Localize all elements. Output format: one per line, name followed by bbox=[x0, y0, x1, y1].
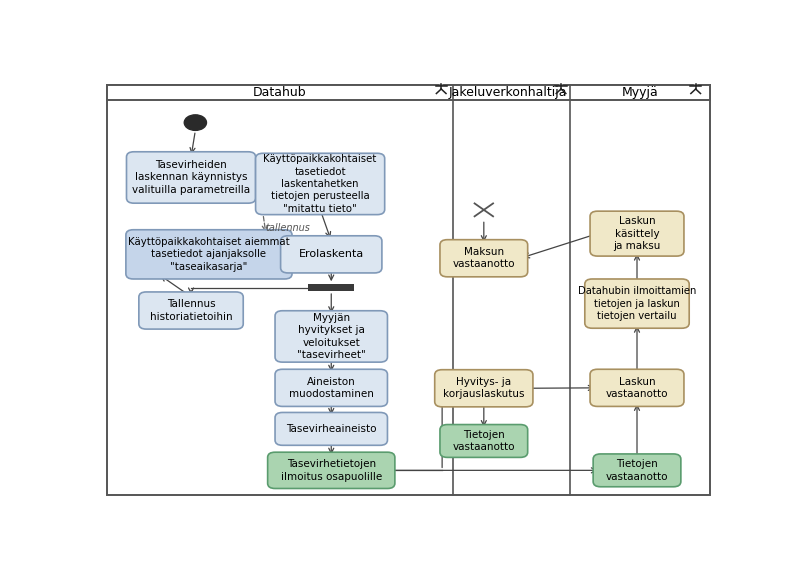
Text: Tasevirheaineisto: Tasevirheaineisto bbox=[286, 424, 376, 434]
FancyBboxPatch shape bbox=[256, 153, 385, 215]
FancyBboxPatch shape bbox=[590, 369, 684, 406]
Text: Erolaskenta: Erolaskenta bbox=[299, 249, 364, 259]
Circle shape bbox=[556, 77, 565, 84]
FancyBboxPatch shape bbox=[139, 292, 243, 329]
Text: Laskun
käsittely
ja maksu: Laskun käsittely ja maksu bbox=[614, 216, 661, 251]
FancyBboxPatch shape bbox=[434, 370, 533, 407]
Text: Datahub: Datahub bbox=[253, 86, 307, 99]
FancyBboxPatch shape bbox=[585, 279, 689, 328]
FancyBboxPatch shape bbox=[440, 240, 528, 277]
Text: Käyttöpaikkakohtaiset
tasetiedot
laskentahetken
tietojen perusteella
"mitattu ti: Käyttöpaikkakohtaiset tasetiedot laskent… bbox=[264, 154, 377, 214]
FancyBboxPatch shape bbox=[107, 85, 710, 495]
Text: Tietojen
vastaanotto: Tietojen vastaanotto bbox=[453, 430, 515, 452]
Circle shape bbox=[437, 77, 446, 84]
FancyBboxPatch shape bbox=[126, 230, 292, 279]
Circle shape bbox=[184, 115, 206, 130]
Text: Maksun
vastaanotto: Maksun vastaanotto bbox=[453, 247, 515, 269]
FancyBboxPatch shape bbox=[308, 284, 355, 291]
FancyBboxPatch shape bbox=[127, 152, 256, 203]
Text: Jakeluverkonhaltija: Jakeluverkonhaltija bbox=[449, 86, 567, 99]
Text: Datahubin ilmoittamien
tietojen ja laskun
tietojen vertailu: Datahubin ilmoittamien tietojen ja lasku… bbox=[578, 286, 697, 321]
FancyBboxPatch shape bbox=[440, 425, 528, 457]
FancyBboxPatch shape bbox=[275, 412, 387, 445]
FancyBboxPatch shape bbox=[275, 311, 387, 362]
Text: Käyttöpaikkakohtaiset aiemmat
tasetiedot ajanjaksolle
"taseaikasarja": Käyttöpaikkakohtaiset aiemmat tasetiedot… bbox=[128, 237, 290, 272]
FancyBboxPatch shape bbox=[593, 454, 681, 487]
Text: Tietojen
vastaanotto: Tietojen vastaanotto bbox=[606, 459, 668, 481]
Text: Aineiston
muodostaminen: Aineiston muodostaminen bbox=[289, 376, 374, 399]
FancyBboxPatch shape bbox=[268, 452, 395, 489]
Text: Myyjä: Myyjä bbox=[622, 86, 658, 99]
FancyBboxPatch shape bbox=[275, 369, 387, 406]
FancyBboxPatch shape bbox=[590, 211, 684, 256]
Text: Hyvitys- ja
korjauslaskutus: Hyvitys- ja korjauslaskutus bbox=[443, 377, 524, 399]
Text: Tasevirhetietojen
ilmoitus osapuolille: Tasevirhetietojen ilmoitus osapuolille bbox=[281, 459, 382, 481]
Circle shape bbox=[691, 77, 700, 84]
FancyBboxPatch shape bbox=[281, 236, 382, 273]
Text: Tallennus
historiatietoihin: Tallennus historiatietoihin bbox=[150, 300, 233, 321]
Text: Tasevirheiden
laskennan käynnistys
valituilla parametreilla: Tasevirheiden laskennan käynnistys valit… bbox=[132, 160, 250, 195]
FancyBboxPatch shape bbox=[107, 85, 710, 100]
Text: Myyjän
hyvitykset ja
veloitukset
"tasevirheet": Myyjän hyvitykset ja veloitukset "tasevi… bbox=[296, 313, 366, 360]
Circle shape bbox=[470, 200, 497, 219]
Text: Laskun
vastaanotto: Laskun vastaanotto bbox=[606, 376, 668, 399]
Text: tallennus: tallennus bbox=[265, 223, 310, 233]
